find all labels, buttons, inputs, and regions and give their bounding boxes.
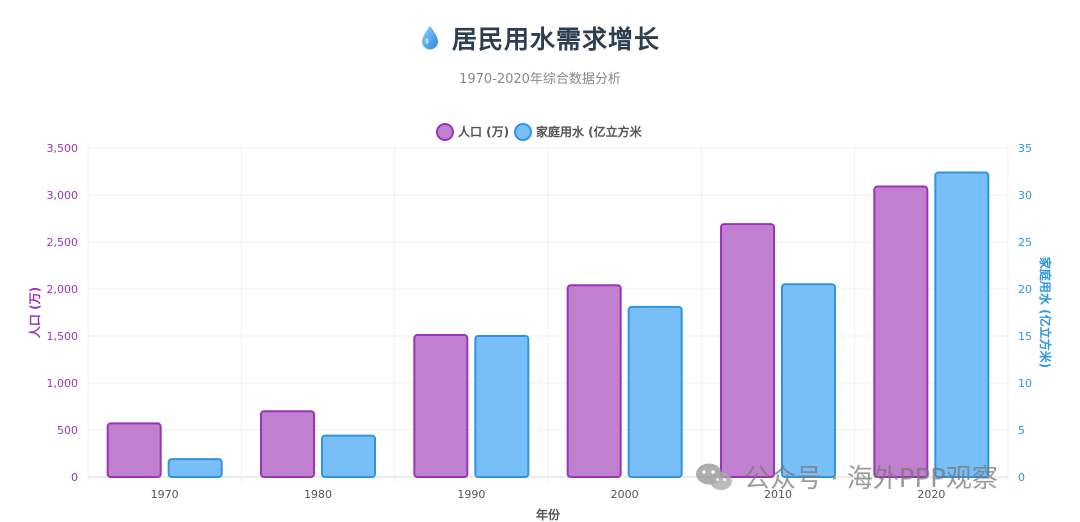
y-right-axis-title: 家庭用水 (亿立方米) xyxy=(1038,257,1053,368)
watermark-text: 公众号 · 海外PPP观察 xyxy=(744,464,998,494)
title-row: 居民用水需求增长 xyxy=(0,20,1080,56)
bar-population xyxy=(413,334,469,478)
legend-item-water-swatch xyxy=(514,123,532,141)
y-right-tick-label: 30 xyxy=(1018,189,1032,202)
y-right-tick-label: 0 xyxy=(1018,471,1025,484)
bar-water xyxy=(474,335,530,478)
y-left-tick-label: 1,000 xyxy=(47,377,79,390)
y-left-tick-label: 2,000 xyxy=(47,283,79,296)
x-tick-label: 2020 xyxy=(917,488,945,501)
y-left-tick-label: 500 xyxy=(57,424,78,437)
water-drop-icon xyxy=(421,26,438,50)
bar-population xyxy=(720,223,775,478)
bar-population xyxy=(106,422,162,479)
legend-item-water-label: 家庭用水 (亿立方米 xyxy=(536,124,643,139)
legend-item-population-swatch xyxy=(436,123,454,141)
watermark: 公众号 · 海外PPP观察 xyxy=(694,458,998,495)
chart-header: 居民用水需求增长 1970-2020年综合数据分析 xyxy=(0,20,1080,87)
bar-population xyxy=(260,410,315,479)
legend-item-population-label: 人口 (万) xyxy=(458,124,509,139)
x-axis-title: 年份 xyxy=(536,507,561,522)
bar-population xyxy=(873,185,929,478)
bar-water xyxy=(781,283,836,478)
y-right-tick-label: 25 xyxy=(1018,236,1032,249)
y-left-tick-label: 1,500 xyxy=(47,330,79,343)
x-tick-label: 2010 xyxy=(764,488,792,501)
y-left-tick-label: 3,500 xyxy=(47,142,79,155)
x-tick-label: 1970 xyxy=(151,488,179,501)
y-left-tick-label: 2,500 xyxy=(47,236,79,249)
y-right-tick-label: 20 xyxy=(1018,283,1032,296)
y-left-tick-label: 3,000 xyxy=(47,189,79,202)
x-tick-label: 1980 xyxy=(304,488,332,501)
y-right-tick-label: 35 xyxy=(1018,142,1032,155)
wechat-icon xyxy=(696,463,732,490)
y-right-tick-label: 5 xyxy=(1018,424,1025,437)
bar-water xyxy=(934,171,990,478)
chart-title: 居民用水需求增长 xyxy=(451,25,660,54)
y-right-tick-label: 10 xyxy=(1018,377,1032,390)
bar-water xyxy=(321,434,376,479)
y-left-axis-title: 人口 (万) xyxy=(27,287,42,338)
legend: 人口 (万) 家庭用水 (亿立方米 xyxy=(436,123,643,141)
bar-water xyxy=(627,305,683,478)
bar-water xyxy=(167,458,223,479)
bar-population xyxy=(566,284,622,478)
x-tick-label: 2000 xyxy=(611,488,639,501)
x-tick-label: 1990 xyxy=(457,488,485,501)
chart-subtitle: 1970-2020年综合数据分析 xyxy=(459,72,621,87)
y-right-tick-label: 15 xyxy=(1018,330,1032,343)
y-left-tick-label: 0 xyxy=(71,471,78,484)
